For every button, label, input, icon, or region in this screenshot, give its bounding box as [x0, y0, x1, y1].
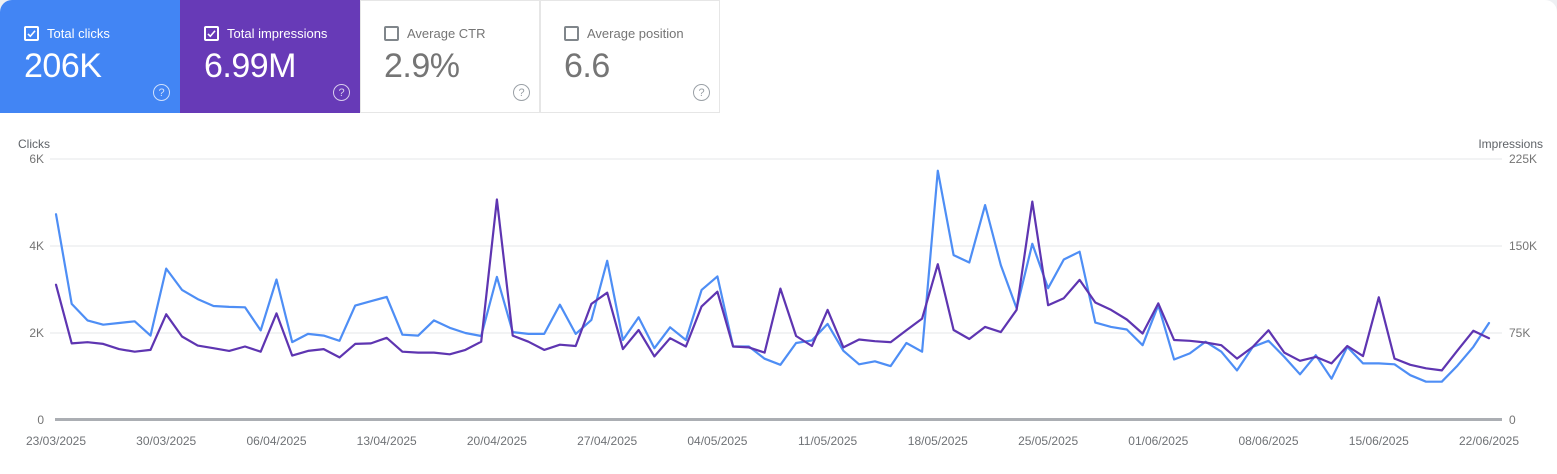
- impressions-line: [54, 198, 1491, 372]
- metric-card-label: Average position: [587, 26, 684, 41]
- x-axis-date-label: 20/04/2025: [466, 434, 527, 448]
- total-impressions-checkbox[interactable]: [204, 26, 219, 41]
- metric-card-value: 206K: [24, 47, 102, 85]
- gridlines: [50, 158, 1502, 334]
- check-icon: [27, 30, 36, 38]
- help-icon[interactable]: ?: [513, 84, 530, 101]
- left-axis-tick: 6K: [29, 152, 44, 166]
- metric-card-average-position[interactable]: Average position 6.6 ?: [540, 0, 720, 113]
- right-axis-title: Impressions: [1478, 137, 1543, 151]
- average-ctr-checkbox[interactable]: [384, 26, 399, 41]
- right-axis-tick: 75K: [1509, 326, 1531, 340]
- help-icon[interactable]: ?: [153, 84, 170, 101]
- metric-card-value: 6.6: [564, 47, 610, 85]
- metric-card-average-ctr[interactable]: Average CTR 2.9% ?: [360, 0, 540, 113]
- check-icon: [207, 30, 216, 38]
- average-position-checkbox[interactable]: [564, 26, 579, 41]
- x-axis-date-label: 27/04/2025: [577, 434, 638, 448]
- chart-plot[interactable]: [0, 113, 1557, 474]
- metric-card-total-clicks[interactable]: Total clicks 206K ?: [0, 0, 180, 113]
- metric-cards: Total clicks 206K ? Total impressions 6.…: [0, 0, 720, 113]
- clicks-line: [54, 169, 1491, 383]
- total-clicks-checkbox[interactable]: [24, 26, 39, 41]
- performance-time-series-chart[interactable]: Clicks Impressions 6K 4K 2K 0 225K 150K …: [0, 113, 1557, 474]
- x-axis-date-label: 23/03/2025: [25, 434, 87, 448]
- help-icon[interactable]: ?: [333, 84, 350, 101]
- help-icon[interactable]: ?: [693, 84, 710, 101]
- x-axis-date-label: 18/05/2025: [907, 434, 968, 448]
- left-axis-tick: 4K: [29, 239, 44, 253]
- metric-card-value: 2.9%: [384, 47, 460, 85]
- left-axis-title: Clicks: [18, 137, 50, 151]
- x-axis-date-label: 15/06/2025: [1348, 434, 1409, 448]
- metric-card-label: Average CTR: [407, 26, 486, 41]
- x-axis-date-label: 06/04/2025: [246, 434, 307, 448]
- right-axis-tick: 225K: [1509, 152, 1538, 166]
- left-axis-tick: 2K: [29, 326, 44, 340]
- metric-card-total-impressions[interactable]: Total impressions 6.99M ?: [180, 0, 360, 113]
- x-axis-date-label: 08/06/2025: [1238, 434, 1299, 448]
- x-axis-date-label: 11/05/2025: [798, 434, 858, 448]
- x-axis-date-label: 01/06/2025: [1128, 434, 1189, 448]
- x-axis-date-label: 13/04/2025: [356, 434, 417, 448]
- metric-card-label: Total impressions: [227, 26, 328, 41]
- metric-card-label: Total clicks: [47, 26, 110, 41]
- right-axis-tick: 0: [1509, 413, 1516, 427]
- x-axis-date-label: 22/06/2025: [1458, 434, 1520, 448]
- metric-card-value: 6.99M: [204, 47, 297, 85]
- right-axis-tick: 150K: [1509, 239, 1538, 253]
- left-axis-tick: 0: [37, 413, 44, 427]
- x-axis-date-label: 25/05/2025: [1018, 434, 1079, 448]
- x-axis-date-label: 30/03/2025: [136, 434, 197, 448]
- x-axis-date-label: 04/05/2025: [687, 434, 748, 448]
